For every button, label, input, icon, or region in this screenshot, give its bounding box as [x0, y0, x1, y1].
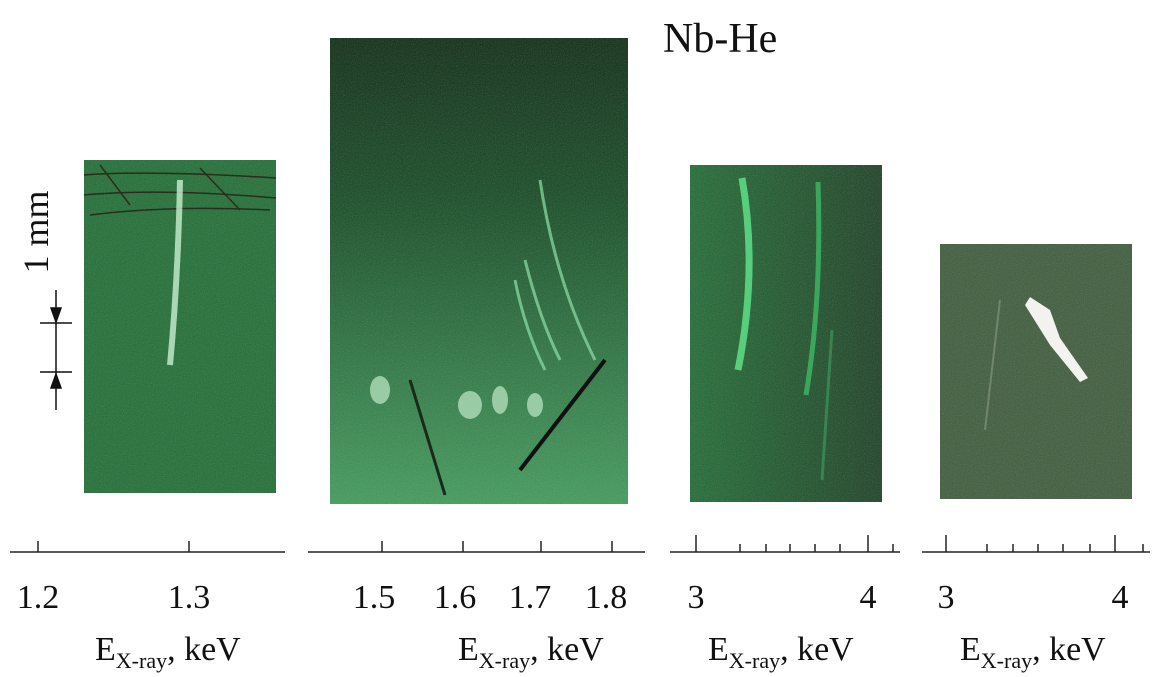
tick-label: 1.7 — [509, 579, 552, 616]
axis-subscript: X-ray — [479, 648, 530, 673]
tick-label: 1.6 — [434, 579, 477, 616]
figure: Nb-He 1 mm 1.2 1.3 1.5 1.6 1.7 1.8 3 4 3… — [0, 0, 1154, 677]
axis-unit: , keV — [1032, 631, 1106, 668]
axis-subscript: X-ray — [729, 648, 780, 673]
tick-label: 4 — [860, 579, 877, 616]
axis-symbol: E — [960, 631, 981, 668]
axis-label: EX-ray, keV — [960, 631, 1106, 673]
title: Nb-He — [663, 16, 777, 62]
image-4 — [940, 244, 1132, 499]
image-1 — [84, 160, 276, 493]
axis-symbol: E — [95, 631, 116, 668]
axis-3 — [670, 535, 900, 552]
tick-label: 1.5 — [353, 579, 396, 616]
scale-bar — [40, 290, 72, 410]
axis-1 — [10, 541, 285, 552]
tick-label: 1.2 — [17, 579, 60, 616]
scale-label: 1 mm — [16, 190, 56, 273]
tick-label: 1.3 — [168, 579, 211, 616]
axis-symbol: E — [458, 631, 479, 668]
axis-unit: , keV — [167, 631, 241, 668]
axis-subscript: X-ray — [116, 648, 167, 673]
axis-subscript: X-ray — [981, 648, 1032, 673]
tick-label: 1.8 — [585, 579, 628, 616]
tick-label: 3 — [938, 579, 955, 616]
tick-label: 4 — [1112, 579, 1129, 616]
image-3 — [690, 165, 882, 502]
axis-2 — [308, 541, 645, 552]
tick-label: 3 — [688, 579, 705, 616]
axis-label: EX-ray, keV — [458, 631, 604, 673]
axis-label: EX-ray, keV — [95, 631, 241, 673]
axis-label: EX-ray, keV — [708, 631, 854, 673]
axis-symbol: E — [708, 631, 729, 668]
axis-unit: , keV — [530, 631, 604, 668]
axis-4 — [922, 535, 1150, 552]
image-2 — [330, 38, 628, 504]
axis-unit: , keV — [780, 631, 854, 668]
